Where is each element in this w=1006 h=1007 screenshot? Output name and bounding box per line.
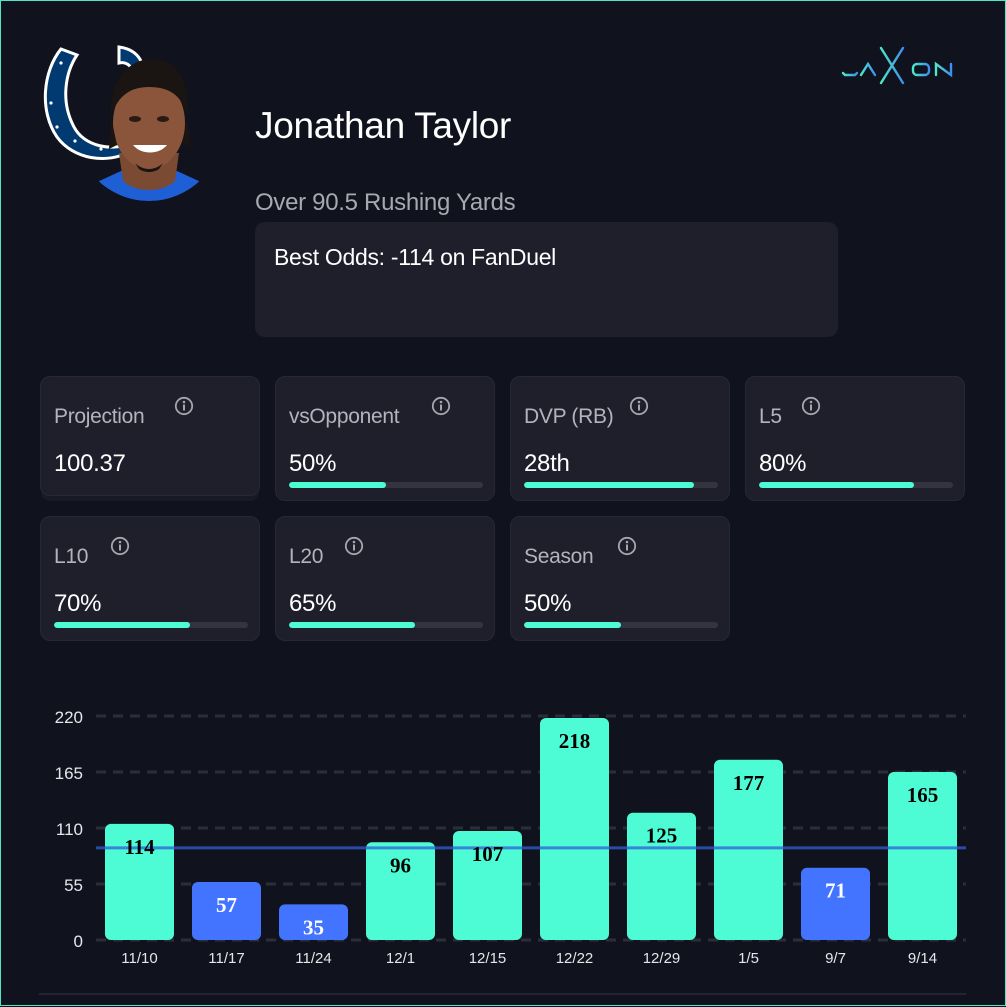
stat-value: 28th [524, 450, 570, 477]
progress-fill [289, 482, 386, 488]
progress-fill [524, 622, 621, 628]
player-headshot [95, 59, 203, 201]
bar [627, 812, 696, 940]
x-tick-label: 12/29 [643, 950, 681, 967]
y-tick-label: 0 [74, 932, 83, 951]
bar-data-label: 125 [646, 824, 678, 848]
info-icon[interactable] [629, 396, 649, 416]
stat-card-l20: L20 65% [275, 516, 495, 641]
progress-fill [289, 622, 416, 628]
bar-data-label: 165 [907, 783, 939, 807]
bar [714, 759, 783, 940]
stat-label: DVP (RB) [524, 405, 614, 428]
stat-label: vsOpponent [289, 405, 400, 428]
y-tick-label: 110 [56, 820, 83, 839]
x-tick-label: 11/10 [121, 950, 157, 967]
player-name: Jonathan Taylor [255, 105, 512, 146]
progress-bar [289, 482, 483, 488]
stat-value: 80% [759, 450, 807, 477]
stat-value: 50% [524, 590, 572, 617]
info-icon[interactable] [617, 536, 637, 556]
bar-data-label: 71 [825, 879, 846, 903]
x-tick-label: 9/14 [908, 950, 937, 967]
stat-card-l10: L10 70% [40, 516, 260, 641]
bar [801, 867, 870, 940]
stat-label: Season [524, 545, 594, 568]
info-icon[interactable] [431, 396, 451, 416]
x-tick-label: 12/15 [469, 950, 507, 967]
stat-label: L5 [759, 405, 782, 428]
progress-fill [524, 482, 694, 488]
stat-label: L20 [289, 545, 324, 568]
bar-data-label: 114 [124, 835, 155, 859]
bar-data-label: 177 [733, 771, 765, 795]
y-tick-label: 220 [55, 708, 83, 727]
y-tick-label: 165 [55, 764, 83, 783]
best-odds-text: Best Odds: -114 on FanDuel [274, 244, 556, 270]
info-icon[interactable] [110, 536, 130, 556]
bar [366, 842, 435, 940]
bar [279, 904, 348, 940]
y-tick-label: 55 [64, 876, 83, 895]
bar-data-label: 96 [390, 853, 411, 877]
progress-bar [524, 482, 718, 488]
progress-bar [759, 482, 953, 488]
x-tick-label: 11/17 [208, 950, 244, 967]
stat-value: 100.37 [54, 450, 126, 477]
bar [453, 831, 522, 940]
stat-card-projection: Projection 100.37 [40, 376, 260, 496]
stat-card-l5: L5 80% [745, 376, 965, 501]
stat-label: L10 [54, 545, 89, 568]
bar [540, 718, 609, 940]
bar-data-label: 35 [303, 915, 324, 939]
info-icon[interactable] [174, 396, 194, 416]
chart-x-axis: 11/10 11/17 11/24 12/1 12/15 12/22 12/29 1/5 9/7… [121, 950, 937, 967]
bar-data-label: 107 [472, 842, 504, 866]
progress-bar [524, 622, 718, 628]
x-tick-label: 1/5 [738, 950, 759, 967]
progress-fill [759, 482, 915, 488]
stat-value: 70% [54, 590, 102, 617]
bar [192, 881, 261, 940]
x-tick-label: 12/22 [556, 950, 594, 967]
prop-market: Over 90.5 Rushing Yards [255, 189, 516, 216]
x-tick-label: 9/7 [825, 950, 846, 967]
stat-card-season: Season 50% [510, 516, 730, 641]
bar [105, 823, 174, 940]
x-tick-label: 12/1 [386, 950, 415, 967]
best-odds-panel: Best Odds: -114 on FanDuel [255, 222, 838, 337]
progress-bar [54, 622, 248, 628]
progress-fill [54, 622, 190, 628]
chart-data-labels: 114 57 35 96 107 218 125 177 71 165 [124, 729, 938, 939]
jaxon-logo [841, 46, 953, 85]
progress-bar [289, 622, 483, 628]
stat-card-vsopponent: vsOpponent 50% [275, 376, 495, 501]
bar [888, 772, 957, 940]
stat-value: 65% [289, 590, 337, 617]
stat-label: Projection [54, 405, 145, 428]
chart-bars [105, 718, 957, 940]
stat-value: 50% [289, 450, 337, 477]
info-icon[interactable] [801, 396, 821, 416]
bar-data-label: 218 [559, 729, 591, 753]
divider [39, 993, 966, 995]
chart-y-axis: 0 55 110 165 220 [55, 708, 83, 951]
bar-data-label: 57 [216, 893, 237, 917]
x-tick-label: 11/24 [295, 950, 331, 967]
stat-card-dvp: DVP (RB) 28th [510, 376, 730, 501]
info-icon[interactable] [344, 536, 364, 556]
